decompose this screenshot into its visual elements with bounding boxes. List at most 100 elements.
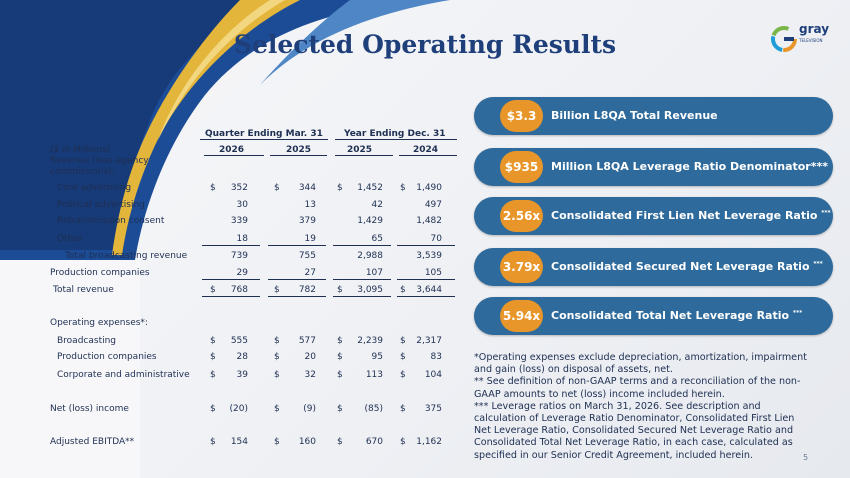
highlight-value: $3.3 xyxy=(500,100,543,132)
table-cell: 1,490 xyxy=(416,183,442,193)
page-title: Selected Operating Results xyxy=(233,30,617,59)
currency-symbol: $ xyxy=(337,183,343,193)
currency-symbol: $ xyxy=(400,437,406,447)
highlight-text: Million L8QA Leverage Ratio Denominator*… xyxy=(551,148,828,186)
swoosh-dark xyxy=(0,0,280,250)
col-underline xyxy=(399,155,457,156)
table-cell: 29 xyxy=(236,268,248,278)
currency-symbol: $ xyxy=(210,370,216,380)
col-header-2026: 2026 xyxy=(219,145,245,155)
footnote-2: ** See definition of non-GAAP terms and … xyxy=(474,376,801,400)
currency-symbol: $ xyxy=(274,370,280,380)
table-cell: 95 xyxy=(371,352,383,362)
col-header-2025-q: 2025 xyxy=(286,145,312,155)
row-label: Other xyxy=(57,234,83,244)
footnote-3: *** Leverage ratios on March 31, 2026. S… xyxy=(474,400,795,461)
highlight-value: 3.79x xyxy=(500,251,543,283)
highlight-pill: 2.56x Consolidated First Lien Net Leverag… xyxy=(474,197,833,235)
table-cell: 30 xyxy=(236,200,248,210)
highlight-text: Consolidated First Lien Net Leverage Rat… xyxy=(551,197,831,235)
table-cell: 104 xyxy=(424,370,442,380)
highlight-label: Consolidated First Lien Net Leverage Rat… xyxy=(551,209,818,222)
total-underline xyxy=(202,296,260,297)
table-cell: 83 xyxy=(430,352,442,362)
currency-symbol: $ xyxy=(210,352,216,362)
row-label: Retransmission consent xyxy=(57,216,165,226)
table-cell: (20) xyxy=(229,404,248,414)
table-cell: 768 xyxy=(230,285,248,295)
highlight-footnote-mark: *** xyxy=(821,209,831,217)
row-label: Operating expenses*: xyxy=(50,318,148,328)
table-cell: 154 xyxy=(230,437,248,447)
currency-symbol: $ xyxy=(210,437,216,447)
header-quarter-underline xyxy=(200,139,328,140)
table-cell: 27 xyxy=(304,268,316,278)
currency-symbol: $ xyxy=(274,437,280,447)
highlight-text: Consolidated Secured Net Leverage Ratio … xyxy=(551,248,823,286)
gray-logo-icon xyxy=(771,26,797,52)
currency-symbol: $ xyxy=(337,336,343,346)
currency-symbol: $ xyxy=(337,437,343,447)
table-cell: 28 xyxy=(236,352,248,362)
currency-symbol: $ xyxy=(400,370,406,380)
header-year: Year Ending Dec. 31 xyxy=(344,129,446,139)
total-underline xyxy=(333,245,391,246)
highlight-pill: $3.3 Billion L8QA Total Revenue xyxy=(474,97,833,135)
row-label: Total broadcasting revenue xyxy=(65,251,188,261)
table-cell: 2,317 xyxy=(416,336,442,346)
table-cell: 577 xyxy=(298,336,316,346)
table-cell: 32 xyxy=(304,370,316,380)
unit-label: ($ in Millions) xyxy=(50,145,111,155)
currency-symbol: $ xyxy=(400,183,406,193)
table-cell: 65 xyxy=(371,234,383,244)
header-year-underline xyxy=(335,139,457,140)
row-label: Political advertising xyxy=(57,200,145,210)
total-underline xyxy=(268,245,326,246)
currency-symbol: $ xyxy=(400,285,406,295)
highlight-pill: 5.94x Consolidated Total Net Leverage Rat… xyxy=(474,297,833,335)
currency-symbol: $ xyxy=(210,285,216,295)
highlight-label: Million L8QA Leverage Ratio Denominator*… xyxy=(551,160,828,173)
table-cell: 497 xyxy=(424,200,442,210)
footnotes: *Operating expenses exclude depreciation… xyxy=(474,352,814,462)
table-cell: 3,095 xyxy=(357,285,383,295)
currency-symbol: $ xyxy=(274,183,280,193)
table-cell: 344 xyxy=(298,183,316,193)
table-cell: 1,452 xyxy=(357,183,383,193)
header-quarter: Quarter Ending Mar. 31 xyxy=(205,129,323,139)
currency-symbol: $ xyxy=(400,336,406,346)
highlight-label: Consolidated Total Net Leverage Ratio xyxy=(551,309,790,322)
table-cell: 379 xyxy=(298,216,316,226)
row-label: Core advertising xyxy=(57,183,132,193)
table-cell: 3,539 xyxy=(416,251,442,261)
table-cell: 3,644 xyxy=(416,285,442,295)
total-underline xyxy=(333,279,391,280)
table-cell: 20 xyxy=(304,352,316,362)
total-underline xyxy=(202,245,260,246)
swoosh-gold xyxy=(112,0,300,255)
currency-symbol: $ xyxy=(274,336,280,346)
currency-symbol: $ xyxy=(337,285,343,295)
currency-symbol: $ xyxy=(274,352,280,362)
table-cell: 13 xyxy=(304,200,316,210)
table-cell: 1,429 xyxy=(357,216,383,226)
table-cell: 739 xyxy=(230,251,248,261)
total-underline xyxy=(397,279,455,280)
table-cell: 105 xyxy=(424,268,442,278)
highlight-label: Billion L8QA Total Revenue xyxy=(551,109,718,122)
total-underline xyxy=(202,279,260,280)
highlight-value: 2.56x xyxy=(500,200,543,232)
highlight-label: Consolidated Secured Net Leverage Ratio xyxy=(551,260,810,273)
row-label: Total revenue xyxy=(53,285,114,295)
highlight-footnote-mark: *** xyxy=(792,309,803,317)
table-cell: 19 xyxy=(304,234,316,244)
col-underline xyxy=(204,155,264,156)
table-cell: 670 xyxy=(365,437,383,447)
highlight-pill: $935 Million L8QA Leverage Ratio Denomina… xyxy=(474,148,833,186)
table-cell: 1,162 xyxy=(416,437,442,447)
highlight-text: Consolidated Total Net Leverage Ratio **… xyxy=(551,297,802,335)
table-cell: 2,239 xyxy=(357,336,383,346)
total-underline xyxy=(268,279,326,280)
table-cell: 375 xyxy=(424,404,442,414)
